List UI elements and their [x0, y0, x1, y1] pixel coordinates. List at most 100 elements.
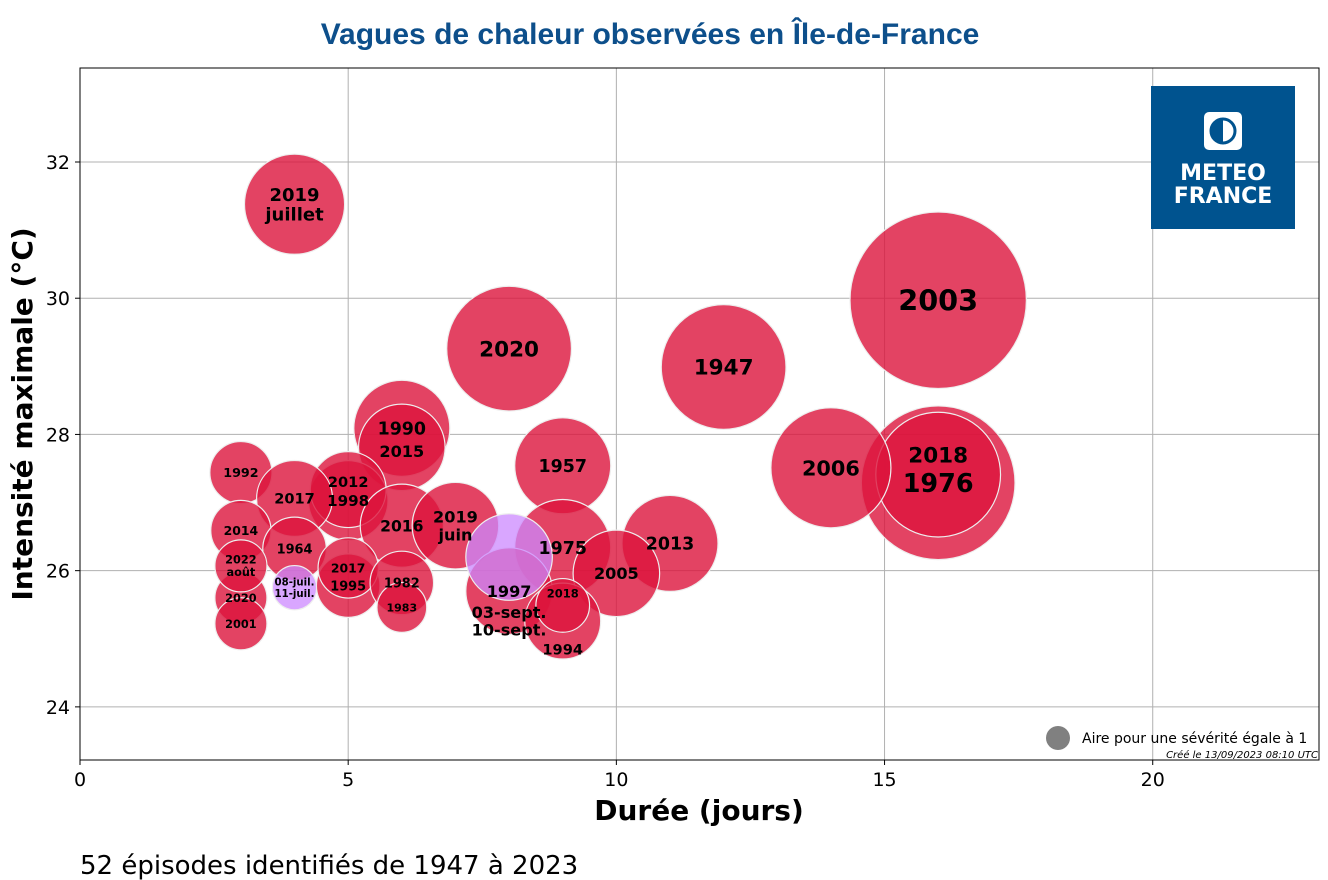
bubble-label: 10-sept.	[472, 621, 547, 640]
bubble-label: 1964	[277, 542, 313, 557]
y-axis-label: Intensité maximale (°C)	[6, 227, 39, 600]
bubble-label-group: 2006	[802, 456, 860, 480]
y-tick-label: 32	[46, 152, 70, 174]
bubble	[214, 597, 268, 651]
x-tick-label: 15	[872, 769, 896, 791]
logo-text-2: FRANCE	[1174, 184, 1273, 209]
bubble-label-group: 2001	[225, 618, 257, 631]
footer-summary: 52 épisodes identifiés de 1947 à 2023	[80, 851, 578, 880]
bubble-label-group: 2015	[379, 442, 424, 461]
bubble-label-group: 2020	[225, 592, 257, 605]
bubble-label-group: 2018	[547, 587, 579, 601]
bubble-label: 2003	[898, 284, 978, 318]
bubble-label: 2005	[594, 564, 639, 583]
y-tick-label: 30	[46, 288, 70, 310]
bubble-label: 1947	[694, 356, 754, 381]
bubble-label: 03-sept.	[472, 603, 547, 622]
bubble-label-group: 1964	[277, 542, 313, 557]
bubble-label: 1975	[539, 539, 587, 559]
bubble-label: 1997	[487, 582, 532, 601]
bubble-label: 2019	[433, 508, 478, 527]
bubble	[770, 407, 892, 529]
bubble-label-group: 03-sept.10-sept.	[472, 603, 547, 640]
bubble-label: 2006	[802, 456, 860, 480]
bubble-label: 2019	[269, 185, 319, 206]
bubble	[535, 577, 591, 633]
bubble-label: 2022	[225, 554, 256, 567]
x-tick-label: 0	[74, 769, 86, 791]
bubble	[572, 529, 661, 618]
bubble-label-group: 1998	[327, 492, 369, 510]
meteo-france-logo: METEO FRANCE	[1151, 86, 1295, 229]
bubble-label: 1994	[542, 641, 583, 658]
x-tick-label: 10	[604, 769, 628, 791]
bubble-label: 2015	[379, 442, 424, 461]
bubble-label-group: 2013	[646, 535, 694, 555]
bubble-label: 2017	[331, 560, 366, 575]
bubbles	[209, 153, 1027, 660]
bubble-label: 1982	[384, 577, 420, 592]
bubble-label-group: 2005	[594, 564, 639, 583]
bubble-label: 2018	[547, 587, 579, 601]
bubble-label-group: 1995	[330, 579, 366, 594]
bubble-label-group: 2017	[331, 560, 366, 575]
bubble-label-group: 2017	[274, 491, 315, 508]
bubble-label-group: 1990	[378, 420, 426, 440]
bubble-label-group: 1992	[223, 465, 258, 480]
bubble-label-group: 1976	[903, 469, 974, 499]
bubble-label-group: 2016	[380, 517, 424, 535]
legend-text: Aire pour une sévérité égale à 1	[1082, 731, 1307, 747]
bubble	[376, 581, 428, 633]
bubble-label-group: 1947	[694, 356, 754, 381]
bubble-label: 08-juil.	[275, 578, 315, 589]
bubble-label-group: 2012	[328, 474, 369, 491]
bubble-label: 2012	[328, 474, 369, 491]
bubble-label: 1990	[378, 420, 426, 440]
bubble-label: 1976	[903, 469, 974, 499]
x-axis-label: Durée (jours)	[594, 794, 804, 827]
bubble-label-group: 08-juil.11-juil.	[275, 578, 315, 600]
y-tick-label: 28	[46, 424, 70, 446]
legend-marker	[1046, 726, 1070, 750]
bubble	[243, 153, 346, 255]
ticks: 0 5 10 15 20 24 26 28 30 32	[46, 152, 1165, 791]
created-note: Créé le 13/09/2023 08:10 UTC	[1166, 749, 1318, 761]
bubble-label: 2001	[225, 618, 257, 631]
bubble-label: 2016	[380, 517, 424, 535]
bubble-label: juin	[437, 525, 472, 544]
y-tick-label: 26	[46, 561, 70, 583]
bubble-labels: 2003197620182020194720062019juillet19902…	[223, 185, 978, 659]
bubble-label: 2018	[908, 443, 968, 468]
bubble-label: 11-juil.	[275, 589, 315, 600]
bubble-label: juillet	[264, 205, 324, 226]
bubble-label-group: 1997	[487, 582, 532, 601]
bubble-label: 2014	[224, 523, 259, 538]
bubble	[465, 513, 553, 601]
logo-text-1: METEO	[1180, 161, 1266, 186]
bubble-label: 1998	[327, 492, 369, 510]
plot-frame	[79, 67, 1320, 761]
x-tick-label: 5	[342, 769, 354, 791]
bubble	[214, 539, 268, 593]
bubble-label-group: 2003	[898, 284, 978, 318]
bubble-label: 2017	[274, 491, 315, 508]
bubble-label-group: 1957	[539, 457, 587, 477]
chart-title: Vagues de chaleur observées en Île-de-Fr…	[321, 17, 980, 51]
bubble-label: 1995	[330, 579, 366, 594]
bubble-label: 2013	[646, 535, 694, 555]
x-tick-label: 20	[1141, 769, 1165, 791]
bubble	[849, 211, 1027, 390]
bubble-label-group: 1994	[542, 641, 583, 658]
bubble-label-group: 2014	[224, 523, 259, 538]
bubble-label: août	[226, 566, 255, 579]
bubble-label: 2020	[225, 592, 257, 605]
bubble-label-group: 1975	[539, 539, 587, 559]
y-tick-label: 24	[46, 697, 70, 719]
bubble-label: 1992	[223, 465, 258, 480]
bubble	[446, 285, 573, 412]
bubble-label: 1957	[539, 457, 587, 477]
